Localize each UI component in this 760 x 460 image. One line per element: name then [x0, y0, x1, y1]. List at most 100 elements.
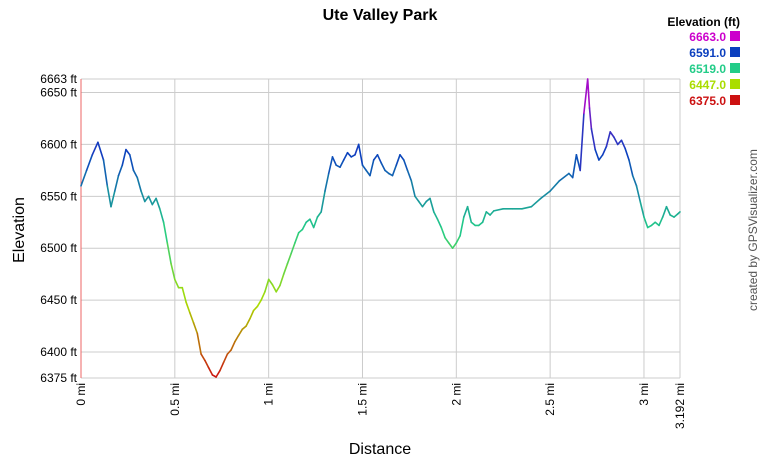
elevation-segment — [462, 205, 469, 218]
elevation-segment — [155, 197, 161, 210]
elevation-segment — [624, 147, 630, 161]
elevation-segment — [380, 162, 386, 172]
legend-title: Elevation (ft) — [667, 15, 740, 29]
y-tick-label: 6600 ft — [40, 137, 77, 151]
elevation-segment — [635, 185, 642, 203]
elevation-segment — [222, 353, 229, 364]
elevation-segment — [485, 211, 491, 216]
x-tick-label: 0.5 mi — [168, 383, 182, 416]
x-axis-title: Distance — [349, 441, 411, 458]
elevation-segment — [643, 216, 649, 229]
x-tick-label: 1.5 mi — [355, 383, 369, 416]
elevation-series — [80, 78, 681, 378]
elevation-segment — [301, 221, 308, 231]
elevation-segment — [346, 151, 353, 158]
elevation-segment — [237, 328, 244, 337]
elevation-segment — [132, 169, 139, 179]
elevation-segment — [492, 208, 505, 212]
elevation-segment — [320, 190, 326, 213]
elevation-segment — [215, 369, 221, 378]
elevation-segment — [376, 154, 383, 164]
y-tick-label: 6663 ft — [40, 72, 77, 86]
elevation-segment — [147, 195, 154, 206]
legend-swatch — [730, 31, 740, 41]
elevation-segment — [316, 211, 323, 218]
elevation-segment — [384, 169, 390, 175]
elevation-segment — [290, 242, 296, 255]
elevation-segment — [275, 284, 281, 293]
elevation-segment — [414, 195, 420, 203]
elevation-segment — [583, 78, 589, 115]
elevation-segment — [342, 151, 349, 161]
elevation-segment — [196, 332, 202, 355]
elevation-segment — [402, 159, 409, 172]
elevation-segment — [256, 299, 263, 308]
elevation-segment — [339, 159, 345, 168]
elevation-segment — [372, 154, 379, 161]
legend-label: 6519.0 — [689, 62, 726, 76]
elevation-segment — [271, 283, 278, 293]
elevation-segment — [136, 176, 142, 192]
x-tick-label: 2 mi — [449, 383, 463, 406]
elevation-segment — [264, 278, 270, 293]
elevation-segment — [558, 172, 570, 182]
legend-swatch — [730, 63, 740, 73]
y-tick-label: 6500 ft — [40, 241, 77, 255]
elevation-segment — [598, 154, 604, 161]
elevation-segment — [455, 235, 461, 244]
elevation-segment — [219, 361, 225, 372]
elevation-segment — [410, 179, 416, 198]
elevation-segment — [432, 211, 439, 220]
elevation-segment — [530, 197, 542, 208]
elevation-segment — [658, 216, 664, 227]
elevation-segment — [97, 141, 105, 161]
elevation-segment — [327, 156, 334, 175]
elevation-segment — [489, 210, 495, 216]
elevation-segment — [361, 164, 368, 172]
elevation-segment — [481, 211, 488, 224]
elevation-segment — [665, 205, 672, 216]
legend: Elevation (ft) 6663.0 6591.0 6519.0 6447.0 6… — [667, 15, 740, 108]
elevation-segment — [673, 213, 679, 218]
y-axis-title: Elevation — [11, 197, 28, 263]
elevation-segment — [639, 200, 645, 218]
elevation-segment — [189, 311, 195, 324]
elevation-segment — [230, 340, 236, 351]
grid — [81, 79, 680, 378]
legend-label: 6663.0 — [689, 30, 726, 44]
elevation-segment — [613, 136, 619, 146]
legend-swatch — [730, 95, 740, 105]
x-tick-label: 3.192 mi — [673, 383, 687, 429]
elevation-segment — [279, 273, 285, 287]
elevation-segment — [204, 359, 210, 369]
elevation-segment — [106, 185, 112, 208]
elevation-segment — [294, 231, 300, 244]
elevation-segment — [590, 128, 597, 151]
elevation-segment — [616, 139, 623, 146]
elevation-segment — [159, 208, 165, 224]
elevation-segment — [477, 221, 484, 227]
elevation-segment — [676, 211, 681, 215]
elevation-segment — [85, 154, 94, 172]
elevation-segment — [110, 190, 116, 208]
elevation-segment — [181, 286, 187, 304]
elevation-segment — [260, 290, 266, 301]
elevation-segment — [234, 334, 240, 343]
elevation-segment — [571, 154, 578, 179]
x-tick-label: 2.5 mi — [543, 383, 557, 416]
chart-title: Ute Valley Park — [323, 7, 438, 24]
elevation-segment — [117, 164, 124, 177]
legend-swatch — [730, 47, 740, 57]
elevation-segment — [267, 278, 274, 286]
elevation-segment — [354, 143, 360, 156]
elevation-segment — [312, 216, 319, 229]
y-tick-label: 6550 ft — [40, 189, 77, 203]
elevation-segment — [200, 353, 206, 362]
elevation-segment — [185, 301, 191, 314]
x-tick-label: 1 mi — [262, 383, 276, 406]
elevation-segment — [391, 164, 398, 177]
elevation-segment — [605, 131, 612, 148]
legend-label: 6591.0 — [689, 46, 726, 60]
elevation-segment — [444, 237, 450, 244]
